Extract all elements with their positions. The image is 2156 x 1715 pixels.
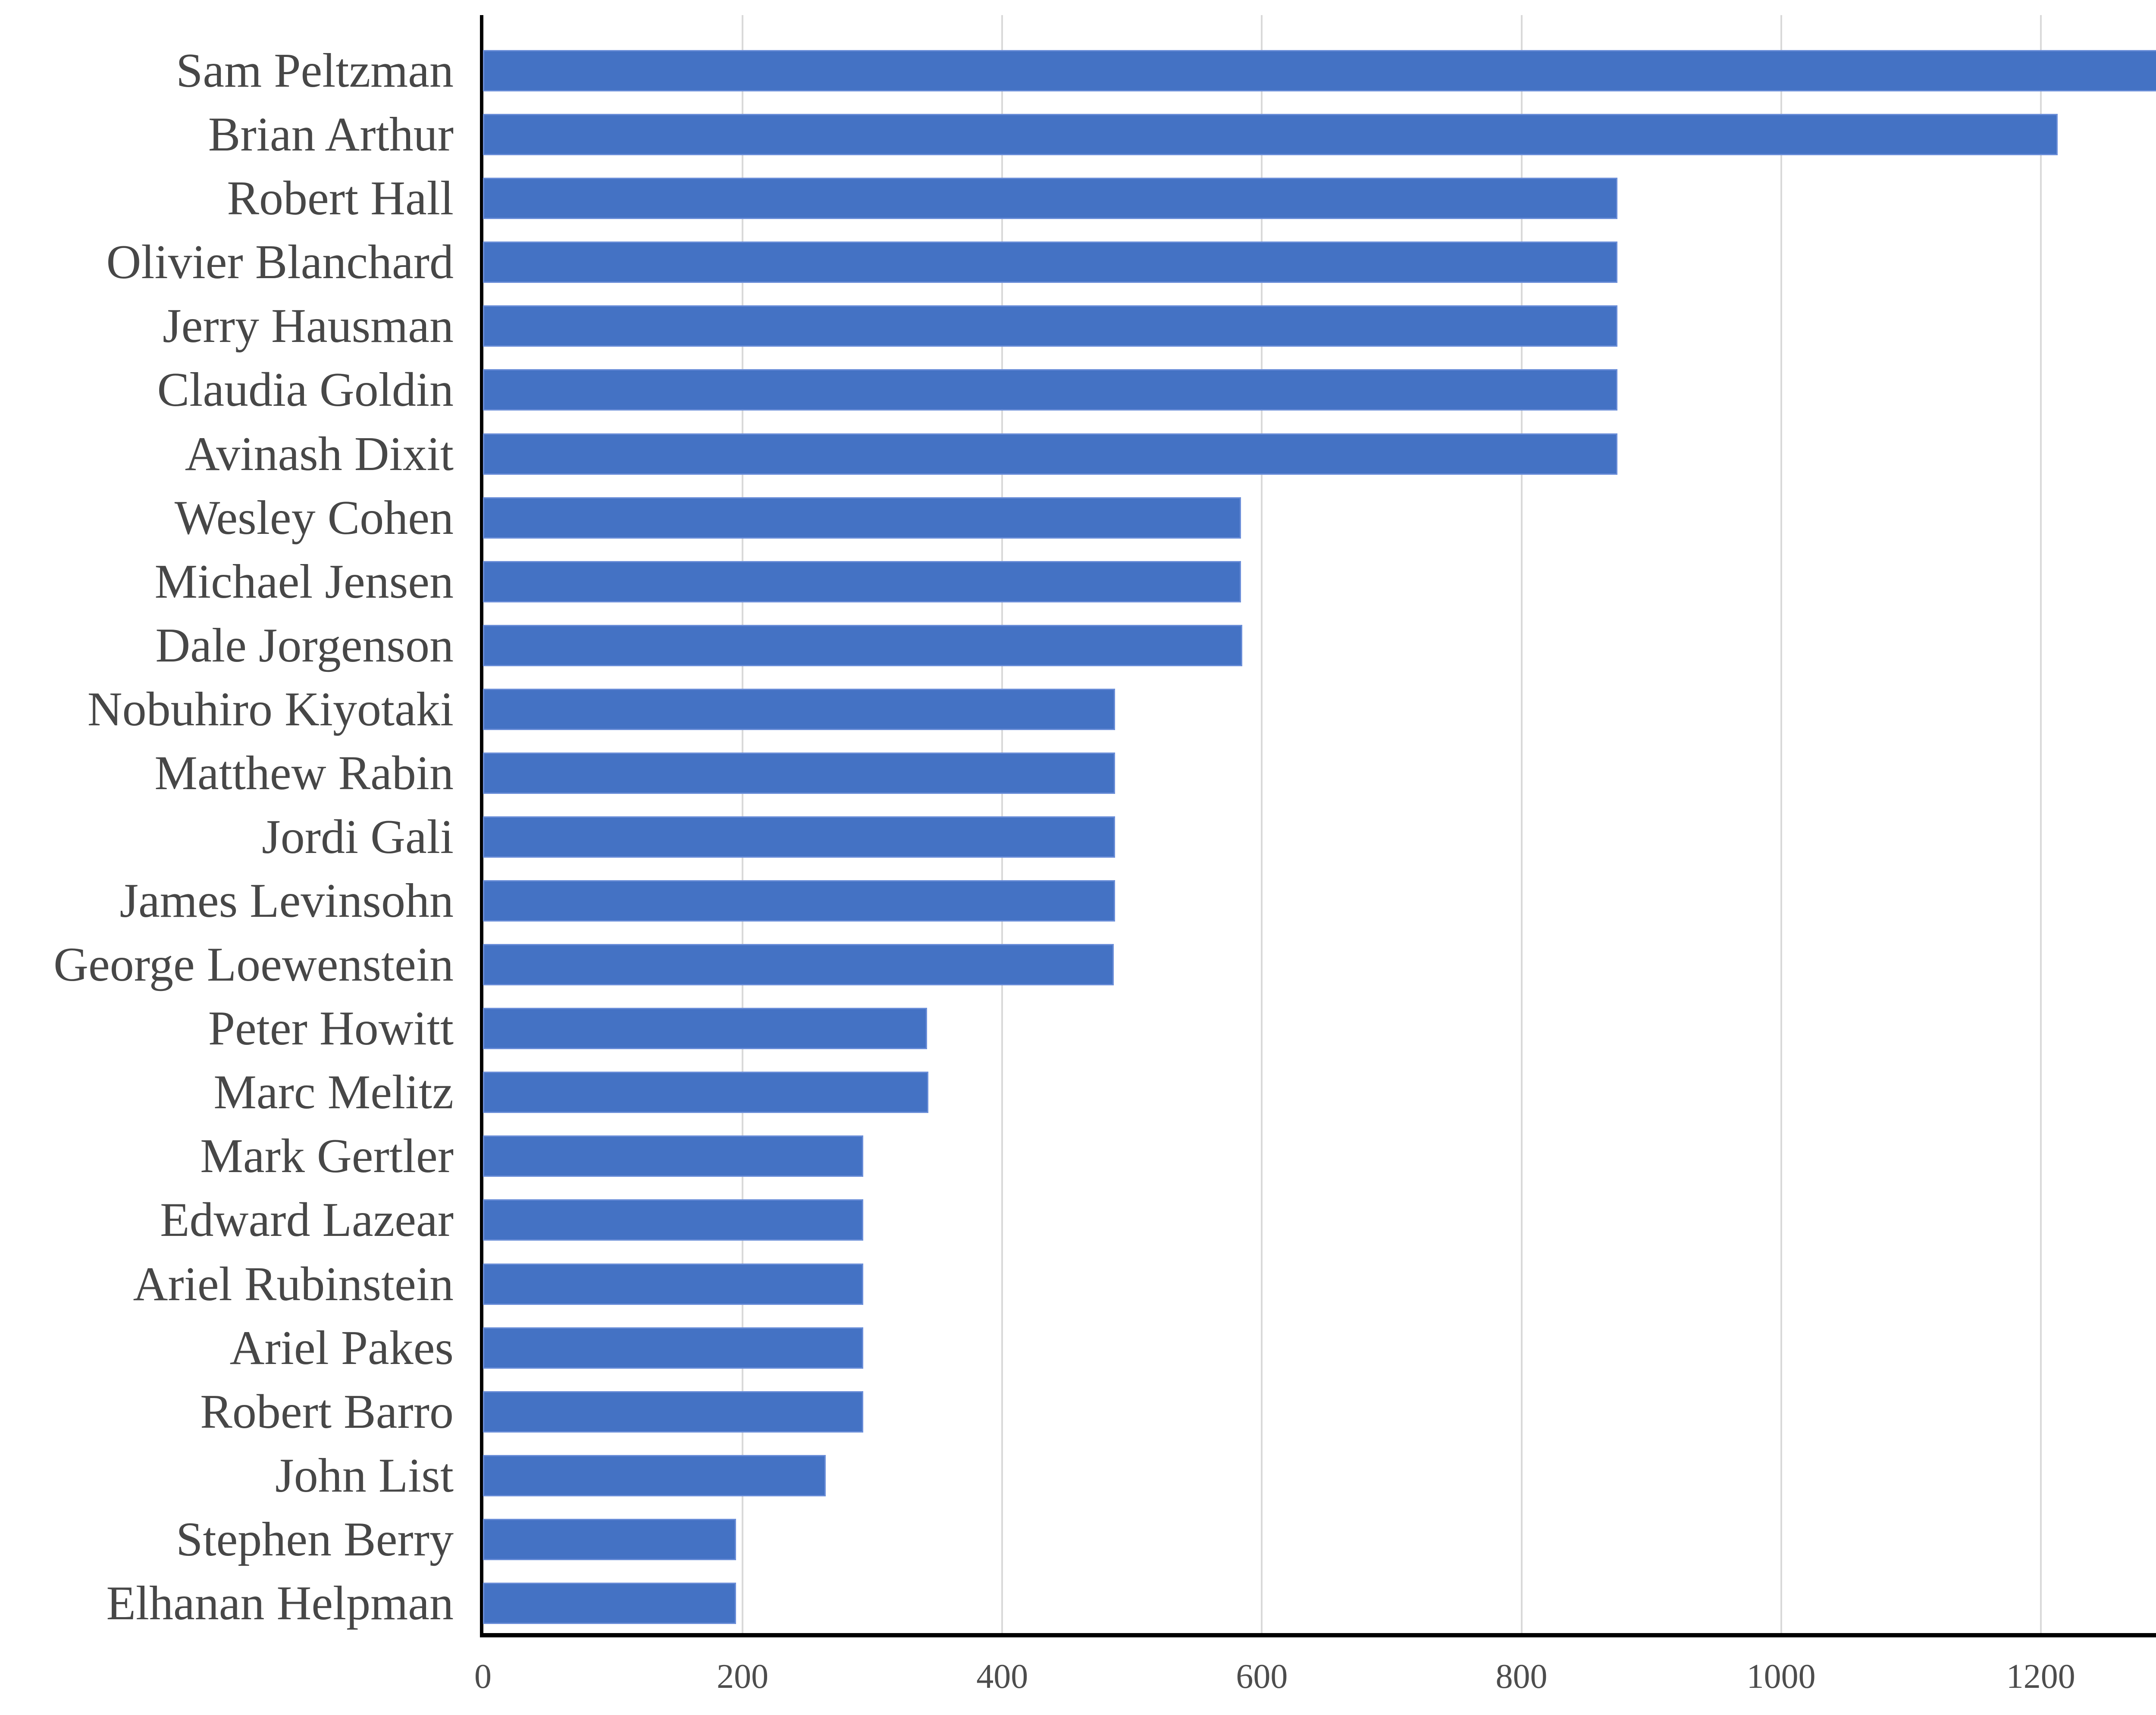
category-label: Dale Jorgenson xyxy=(155,618,454,672)
gridline-600 xyxy=(1261,15,1263,1635)
bar xyxy=(483,1008,927,1050)
category-row: Matthew Rabin xyxy=(0,741,2156,805)
bar xyxy=(483,1263,864,1305)
x-tick-label-0: 0 xyxy=(474,1658,492,1696)
category-label: Edward Lazear xyxy=(160,1193,454,1247)
bar xyxy=(483,816,1116,858)
gridline-1000 xyxy=(1780,15,1782,1635)
category-label: Sam Peltzman xyxy=(176,44,454,98)
category-label: Nobuhiro Kiyotaki xyxy=(87,682,454,736)
category-label: Michael Jensen xyxy=(154,555,454,608)
bar xyxy=(483,944,1114,986)
bar xyxy=(483,369,1618,411)
category-row: Peter Howitt xyxy=(0,997,2156,1060)
bar xyxy=(483,1391,864,1433)
x-tick-label-1200: 1200 xyxy=(2006,1658,2075,1696)
bar xyxy=(483,1199,864,1241)
x-axis-line xyxy=(480,1633,2156,1637)
x-tick-label-600: 600 xyxy=(1236,1658,1288,1696)
category-label: Robert Hall xyxy=(227,172,454,226)
category-label: Jerry Hausman xyxy=(163,299,454,353)
category-label: Stephen Berry xyxy=(176,1512,454,1566)
category-row: Elhanan Helpman xyxy=(0,1571,2156,1635)
category-label: Peter Howitt xyxy=(208,1002,454,1056)
category-label: Claudia Goldin xyxy=(157,363,454,417)
category-row: Avinash Dixit xyxy=(0,422,2156,486)
category-row: Sam Peltzman xyxy=(0,39,2156,103)
category-label: Robert Barro xyxy=(200,1385,454,1439)
category-label: Matthew Rabin xyxy=(154,746,454,800)
category-label: George Loewenstein xyxy=(53,938,454,992)
category-label: Wesley Cohen xyxy=(174,491,454,545)
bar xyxy=(483,880,1116,922)
category-row: Robert Hall xyxy=(0,166,2156,230)
bar xyxy=(483,1582,736,1624)
category-row: Wesley Cohen xyxy=(0,486,2156,550)
plot-rows: Sam Peltzman Brian Arthur Robert Hall Olivi… xyxy=(0,39,2156,1635)
category-row: Claudia Goldin xyxy=(0,358,2156,422)
category-row: Mark Gertler xyxy=(0,1124,2156,1188)
category-label: Avinash Dixit xyxy=(185,427,454,481)
category-label: Mark Gertler xyxy=(200,1129,454,1183)
category-row: Stephen Berry xyxy=(0,1508,2156,1571)
x-tick-label-1000: 1000 xyxy=(1746,1658,1816,1696)
category-label: Ariel Rubinstein xyxy=(133,1257,454,1311)
bar xyxy=(483,433,1618,475)
bar xyxy=(483,752,1116,794)
bar xyxy=(483,178,1618,219)
category-row: Nobuhiro Kiyotaki xyxy=(0,677,2156,741)
bar xyxy=(483,50,2156,92)
bar xyxy=(483,561,1241,602)
bar xyxy=(483,688,1116,730)
category-row: Michael Jensen xyxy=(0,550,2156,614)
x-tick-label-200: 200 xyxy=(717,1658,769,1696)
bar xyxy=(483,1135,864,1177)
category-row: Jordi Gali xyxy=(0,805,2156,869)
category-label: John List xyxy=(275,1449,454,1502)
category-row: John List xyxy=(0,1444,2156,1508)
x-tick-label-400: 400 xyxy=(976,1658,1028,1696)
gridline-1200 xyxy=(2040,15,2042,1635)
category-row: Ariel Rubinstein xyxy=(0,1252,2156,1316)
category-label: Jordi Gali xyxy=(262,810,454,864)
category-label: Olivier Blanchard xyxy=(106,235,454,289)
category-row: George Loewenstein xyxy=(0,933,2156,997)
bar xyxy=(483,241,1618,283)
category-row: James Levinsohn xyxy=(0,869,2156,933)
category-row: Brian Arthur xyxy=(0,103,2156,166)
category-row: Marc Melitz xyxy=(0,1060,2156,1124)
bar xyxy=(483,1455,826,1496)
bar xyxy=(483,114,2058,156)
y-axis-line xyxy=(480,15,483,1637)
bar xyxy=(483,1072,928,1113)
category-row: Edward Lazear xyxy=(0,1188,2156,1252)
category-row: Dale Jorgenson xyxy=(0,614,2156,677)
category-label: Marc Melitz xyxy=(213,1066,454,1119)
bar xyxy=(483,1327,864,1369)
bar xyxy=(483,624,1243,666)
x-tick-label-800: 800 xyxy=(1495,1658,1548,1696)
category-row: Robert Barro xyxy=(0,1380,2156,1444)
category-row: Ariel Pakes xyxy=(0,1316,2156,1380)
gridline-800 xyxy=(1520,15,1523,1635)
category-label: James Levinsohn xyxy=(119,874,454,928)
category-row: Olivier Blanchard xyxy=(0,230,2156,294)
category-label: Brian Arthur xyxy=(208,108,454,162)
category-label: Elhanan Helpman xyxy=(106,1576,454,1630)
category-row: Jerry Hausman xyxy=(0,294,2156,358)
category-label: Ariel Pakes xyxy=(229,1321,454,1375)
bar xyxy=(483,305,1618,347)
bar xyxy=(483,1518,736,1560)
bar xyxy=(483,497,1241,539)
